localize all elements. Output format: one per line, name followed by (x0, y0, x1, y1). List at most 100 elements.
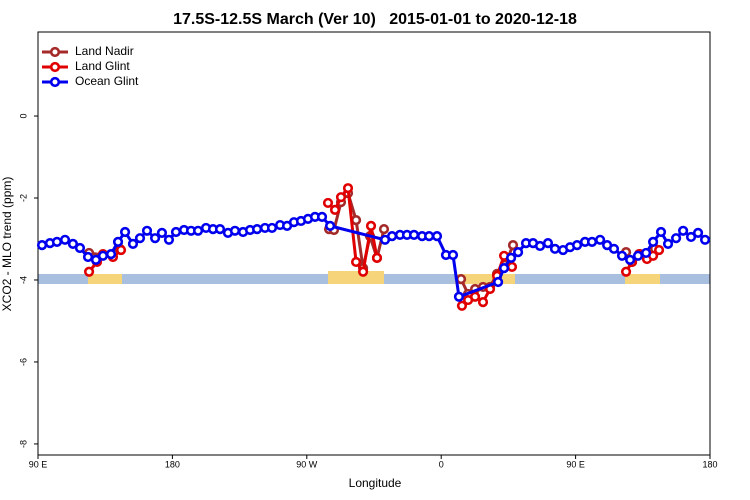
data-point (251, 224, 263, 235)
data-point (83, 266, 95, 277)
data-point (586, 236, 598, 247)
data-point (507, 240, 519, 251)
data-point (105, 249, 117, 260)
legend-marker (49, 46, 61, 58)
data-point (59, 234, 71, 245)
legend-label: Land Nadir (75, 44, 134, 58)
data-point (408, 229, 420, 240)
data-point (214, 224, 226, 235)
x-axis-label: Longitude (349, 476, 402, 490)
data-point (329, 204, 341, 215)
data-point (229, 225, 241, 236)
data-point (671, 233, 682, 244)
land-strip (455, 274, 515, 284)
data-point (424, 231, 435, 242)
data-point (378, 224, 390, 235)
data-point (648, 236, 659, 247)
data-point (163, 234, 175, 245)
land-ocean-strip (38, 271, 710, 284)
land-strip (88, 274, 122, 284)
y-tick-label: -4 (18, 276, 28, 284)
data-point (655, 226, 667, 238)
x-tick-label: 90 E (566, 459, 585, 469)
data-point (316, 211, 328, 222)
y-tick-label: -6 (18, 358, 28, 366)
chart-title: 17.5S-12.5S March (Ver 10) 2015-01-01 to… (173, 11, 577, 28)
data-point (350, 215, 362, 226)
data-point (127, 238, 139, 250)
data-point (97, 250, 109, 261)
data-point (625, 254, 636, 265)
x-tick-label: 180 (702, 459, 717, 469)
legend-marker (49, 76, 61, 88)
data-point (632, 250, 644, 261)
data-point (134, 233, 146, 244)
data-point (67, 238, 79, 250)
data-point (322, 197, 334, 209)
data-point (505, 252, 517, 263)
data-point (365, 220, 377, 231)
data-point (170, 226, 182, 238)
data-point (447, 249, 459, 261)
data-point (36, 240, 48, 251)
data-point (692, 227, 704, 238)
land-strip (328, 271, 384, 284)
data-point (498, 262, 510, 274)
y-tick-label: -8 (18, 440, 28, 448)
data-point (492, 276, 504, 288)
data-point (506, 261, 518, 272)
data-point (266, 222, 278, 234)
y-tick-label: 0 (18, 114, 28, 119)
y-tick-label: -2 (18, 194, 28, 202)
data-point (699, 234, 711, 245)
data-point (431, 231, 443, 242)
data-point (453, 291, 465, 302)
data-point (371, 252, 383, 263)
data-point (357, 266, 369, 277)
data-point (74, 242, 86, 254)
data-point (678, 225, 689, 236)
x-tick-label: 90 E (29, 459, 48, 469)
data-point (456, 300, 468, 311)
data-point (51, 236, 63, 247)
x-tick-label: 0 (439, 459, 444, 469)
data-point (513, 247, 524, 258)
data-point (350, 256, 362, 268)
data-point (455, 274, 467, 285)
data-point (386, 231, 398, 242)
data-point (653, 244, 665, 256)
data-point (112, 236, 124, 247)
y-axis-label: XCO2 - MLO trend (ppm) (0, 177, 14, 312)
data-point (90, 254, 102, 265)
data-point (149, 233, 161, 244)
data-point (616, 250, 628, 261)
legend-label: Land Glint (75, 59, 130, 73)
data-point (542, 237, 554, 249)
data-point (640, 247, 652, 259)
data-point (335, 192, 347, 203)
x-tick-label: 90 W (296, 459, 318, 469)
data-point (534, 240, 546, 252)
data-point (608, 243, 620, 254)
data-point (342, 183, 354, 194)
x-tick-label: 180 (165, 459, 180, 469)
data-point (119, 226, 131, 238)
data-point (156, 227, 168, 238)
legend-marker (49, 61, 61, 73)
data-point (469, 291, 481, 302)
data-point (324, 220, 336, 231)
data-point (477, 297, 489, 308)
data-point (662, 238, 674, 250)
data-point (594, 234, 606, 245)
data-point (192, 225, 204, 236)
data-point (115, 244, 127, 256)
legend-label: Ocean Glint (75, 74, 139, 88)
data-point (141, 225, 153, 236)
data-point (571, 240, 583, 251)
data-point (685, 231, 697, 243)
land-strip (625, 274, 660, 284)
data-point (82, 251, 94, 263)
data-point (620, 266, 632, 277)
